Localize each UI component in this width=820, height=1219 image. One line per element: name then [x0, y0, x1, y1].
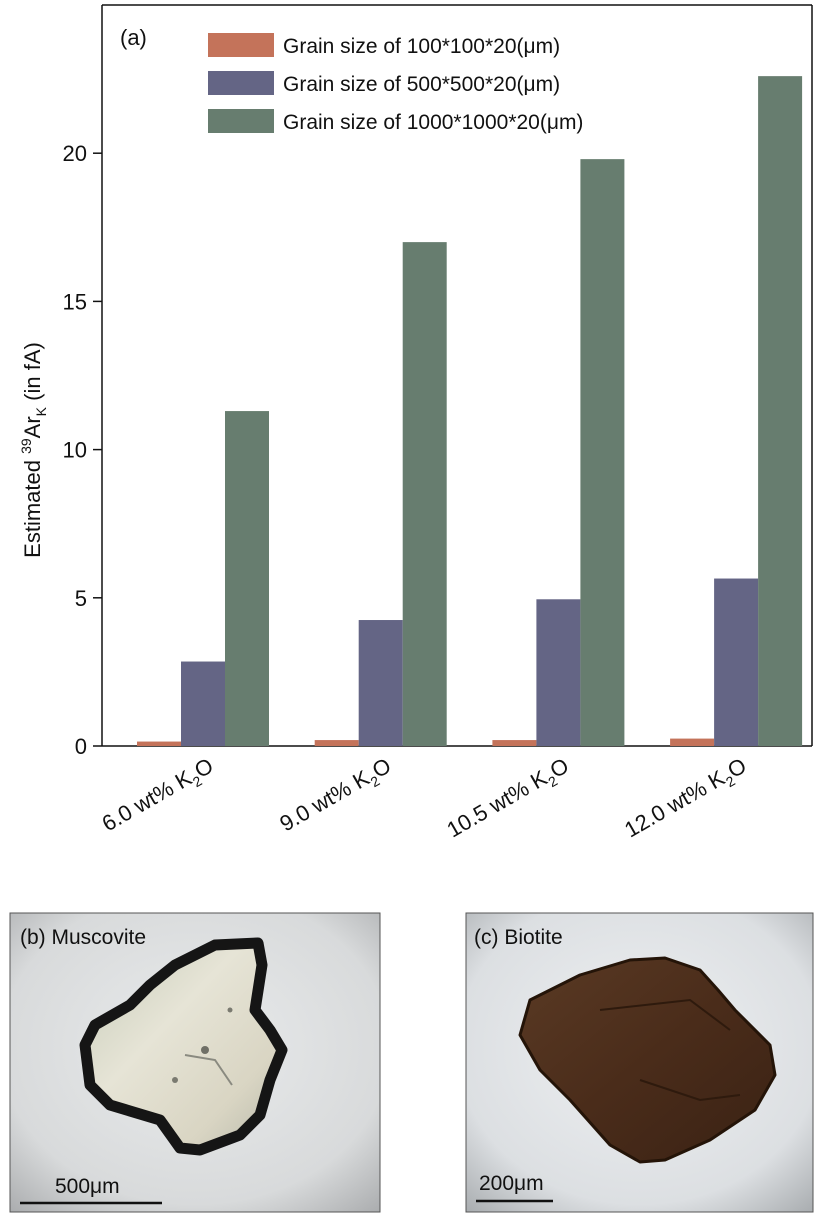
- y-axis-label: Estimated 39ArK (in fA): [18, 342, 49, 558]
- y-ticks: 0 5 10 15 20: [63, 141, 102, 759]
- y-axis-label-main: Ar: [20, 416, 45, 438]
- category-label-text: 10.5 wt% K: [442, 765, 551, 842]
- biotite-grain: [518, 956, 777, 1164]
- bar: [181, 661, 225, 746]
- y-tick-label: 15: [63, 289, 87, 314]
- photo-label-c: (c) Biotite: [474, 926, 563, 949]
- bar: [225, 411, 269, 746]
- bar: [137, 741, 181, 746]
- y-tick-label: 20: [63, 141, 87, 166]
- bar: [714, 578, 759, 746]
- legend-label: Grain size of 500*500*20(μm): [283, 73, 560, 96]
- y-tick-label: 5: [75, 586, 87, 611]
- legend-swatch: [208, 71, 274, 95]
- muscovite-grain: [79, 937, 288, 1156]
- category-label: 9.0 wt% K2O: [275, 753, 397, 840]
- legend-label: Grain size of 100*100*20(μm): [283, 35, 560, 58]
- bar: [358, 620, 403, 746]
- y-axis-label-suffix: (in fA): [20, 342, 45, 407]
- biotite-photo: (c) Biotite 200μm: [465, 912, 814, 1213]
- y-axis-label-sup: 39: [18, 438, 34, 454]
- category-label: 10.5 wt% K2O: [442, 753, 574, 846]
- scale-label-c: 200μm: [479, 1172, 544, 1195]
- category-label-text: 12.0 wt% K: [620, 765, 729, 842]
- bar: [402, 242, 447, 746]
- biotite-cleavage: [639, 1079, 741, 1102]
- y-axis-label-sub: K: [33, 406, 49, 416]
- y-axis-label-prefix: Estimated: [20, 454, 45, 558]
- bar-chart: 0 5 10 15 20 6.0 wt% K2O 9.0 wt% K2O 10.5 wt% …: [18, 4, 813, 846]
- category-label: 6.0 wt% K2O: [98, 753, 220, 840]
- category-label-text: 9.0 wt% K: [275, 765, 374, 836]
- category-label-text: 6.0 wt% K: [98, 765, 197, 836]
- bar: [492, 740, 537, 746]
- legend-swatch: [208, 109, 274, 133]
- bar: [536, 599, 581, 746]
- bar: [758, 76, 803, 747]
- muscovite-inner-edge: [184, 1054, 233, 1086]
- muscovite-inclusion: [201, 1046, 209, 1054]
- muscovite-photo: (b) Muscovite 500μm: [9, 912, 381, 1213]
- bar: [580, 159, 625, 747]
- bars: [137, 76, 803, 747]
- bar: [314, 740, 359, 746]
- legend-swatch: [208, 33, 274, 57]
- muscovite-inclusion: [172, 1077, 178, 1083]
- muscovite-inclusion: [227, 1007, 233, 1013]
- biotite-cleavage: [599, 998, 731, 1031]
- scale-label-b: 500μm: [55, 1175, 120, 1198]
- photo-label-b: (b) Muscovite: [20, 926, 146, 949]
- legend: Grain size of 100*100*20(μm) Grain size o…: [208, 33, 583, 134]
- category-label: 12.0 wt% K2O: [620, 753, 752, 846]
- bar: [670, 738, 715, 746]
- y-tick-label: 0: [75, 734, 87, 759]
- x-category-labels: 6.0 wt% K2O 9.0 wt% K2O 10.5 wt% K2O 12.0 w…: [98, 753, 752, 846]
- panel-label-a: (a): [120, 25, 147, 50]
- legend-label: Grain size of 1000*1000*20(μm): [283, 111, 583, 134]
- y-tick-label: 10: [63, 438, 87, 463]
